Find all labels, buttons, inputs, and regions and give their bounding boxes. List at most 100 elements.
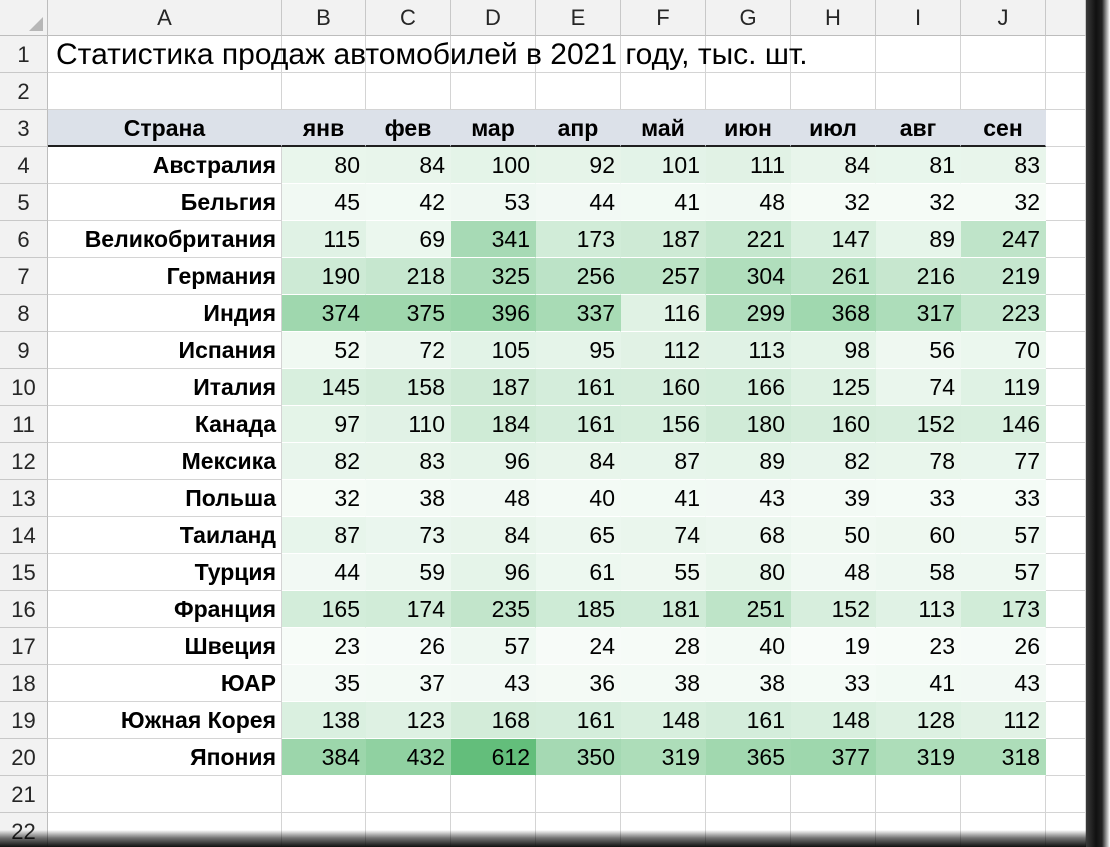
country-cell[interactable]: Австралия — [48, 147, 282, 184]
value-cell[interactable]: 89 — [706, 443, 791, 480]
country-cell[interactable]: Бельгия — [48, 184, 282, 221]
value-cell[interactable]: 190 — [282, 258, 366, 295]
cell-j21[interactable] — [961, 776, 1046, 813]
row-header-16[interactable]: 16 — [0, 591, 48, 628]
value-cell[interactable]: 35 — [282, 665, 366, 702]
header-month-2[interactable]: фев — [366, 110, 451, 147]
value-cell[interactable]: 32 — [791, 184, 876, 221]
header-month-3[interactable]: мар — [451, 110, 536, 147]
value-cell[interactable]: 43 — [961, 665, 1046, 702]
value-cell[interactable]: 304 — [706, 258, 791, 295]
value-cell[interactable]: 89 — [876, 221, 961, 258]
cell-k17[interactable] — [1046, 628, 1086, 665]
value-cell[interactable]: 319 — [621, 739, 706, 776]
cell-k15[interactable] — [1046, 554, 1086, 591]
row-header-9[interactable]: 9 — [0, 332, 48, 369]
value-cell[interactable]: 113 — [876, 591, 961, 628]
value-cell[interactable]: 219 — [961, 258, 1046, 295]
cell-e1[interactable] — [536, 36, 621, 73]
value-cell[interactable]: 123 — [366, 702, 451, 739]
value-cell[interactable]: 111 — [706, 147, 791, 184]
value-cell[interactable]: 83 — [961, 147, 1046, 184]
value-cell[interactable]: 32 — [282, 480, 366, 517]
value-cell[interactable]: 174 — [366, 591, 451, 628]
value-cell[interactable]: 158 — [366, 369, 451, 406]
value-cell[interactable]: 97 — [282, 406, 366, 443]
cell-b21[interactable] — [282, 776, 366, 813]
cell-k20[interactable] — [1046, 739, 1086, 776]
value-cell[interactable]: 180 — [706, 406, 791, 443]
row-header-15[interactable]: 15 — [0, 554, 48, 591]
value-cell[interactable]: 221 — [706, 221, 791, 258]
header-month-6[interactable]: июн — [706, 110, 791, 147]
value-cell[interactable]: 26 — [961, 628, 1046, 665]
value-cell[interactable]: 87 — [282, 517, 366, 554]
value-cell[interactable]: 84 — [536, 443, 621, 480]
cell-h1[interactable] — [791, 36, 876, 73]
cell-k6[interactable] — [1046, 221, 1086, 258]
country-cell[interactable]: Испания — [48, 332, 282, 369]
cell-j1[interactable] — [961, 36, 1046, 73]
value-cell[interactable]: 256 — [536, 258, 621, 295]
row-header-8[interactable]: 8 — [0, 295, 48, 332]
cell-k21[interactable] — [1046, 776, 1086, 813]
country-cell[interactable]: Южная Корея — [48, 702, 282, 739]
value-cell[interactable]: 146 — [961, 406, 1046, 443]
value-cell[interactable]: 100 — [451, 147, 536, 184]
value-cell[interactable]: 115 — [282, 221, 366, 258]
cell-k4[interactable] — [1046, 147, 1086, 184]
value-cell[interactable]: 396 — [451, 295, 536, 332]
cell-k14[interactable] — [1046, 517, 1086, 554]
value-cell[interactable]: 161 — [536, 406, 621, 443]
value-cell[interactable]: 432 — [366, 739, 451, 776]
value-cell[interactable]: 82 — [282, 443, 366, 480]
cell-k1[interactable] — [1046, 36, 1086, 73]
value-cell[interactable]: 87 — [621, 443, 706, 480]
value-cell[interactable]: 318 — [961, 739, 1046, 776]
column-header-e[interactable]: E — [536, 0, 621, 36]
value-cell[interactable]: 216 — [876, 258, 961, 295]
cell-d1[interactable] — [451, 36, 536, 73]
value-cell[interactable]: 161 — [706, 702, 791, 739]
value-cell[interactable]: 32 — [876, 184, 961, 221]
cell-h21[interactable] — [791, 776, 876, 813]
country-cell[interactable]: ЮАР — [48, 665, 282, 702]
cell-k19[interactable] — [1046, 702, 1086, 739]
select-all-corner[interactable] — [0, 0, 48, 36]
header-month-9[interactable]: сен — [961, 110, 1046, 147]
value-cell[interactable]: 52 — [282, 332, 366, 369]
value-cell[interactable]: 317 — [876, 295, 961, 332]
row-header-17[interactable]: 17 — [0, 628, 48, 665]
value-cell[interactable]: 60 — [876, 517, 961, 554]
cell-k5[interactable] — [1046, 184, 1086, 221]
value-cell[interactable]: 160 — [791, 406, 876, 443]
value-cell[interactable]: 80 — [706, 554, 791, 591]
value-cell[interactable]: 44 — [536, 184, 621, 221]
row-header-7[interactable]: 7 — [0, 258, 48, 295]
value-cell[interactable]: 77 — [961, 443, 1046, 480]
country-cell[interactable]: Мексика — [48, 443, 282, 480]
column-header-d[interactable]: D — [451, 0, 536, 36]
value-cell[interactable]: 40 — [706, 628, 791, 665]
row-header-10[interactable]: 10 — [0, 369, 48, 406]
value-cell[interactable]: 50 — [791, 517, 876, 554]
cell-f1[interactable] — [621, 36, 706, 73]
value-cell[interactable]: 57 — [961, 554, 1046, 591]
value-cell[interactable]: 84 — [366, 147, 451, 184]
value-cell[interactable]: 166 — [706, 369, 791, 406]
value-cell[interactable]: 32 — [961, 184, 1046, 221]
value-cell[interactable]: 235 — [451, 591, 536, 628]
cell-f2[interactable] — [621, 73, 706, 110]
value-cell[interactable]: 152 — [876, 406, 961, 443]
row-header-11[interactable]: 11 — [0, 406, 48, 443]
value-cell[interactable]: 223 — [961, 295, 1046, 332]
value-cell[interactable]: 148 — [791, 702, 876, 739]
cell-d21[interactable] — [451, 776, 536, 813]
value-cell[interactable]: 161 — [536, 369, 621, 406]
value-cell[interactable]: 377 — [791, 739, 876, 776]
cell-k10[interactable] — [1046, 369, 1086, 406]
value-cell[interactable]: 156 — [621, 406, 706, 443]
value-cell[interactable]: 337 — [536, 295, 621, 332]
value-cell[interactable]: 95 — [536, 332, 621, 369]
